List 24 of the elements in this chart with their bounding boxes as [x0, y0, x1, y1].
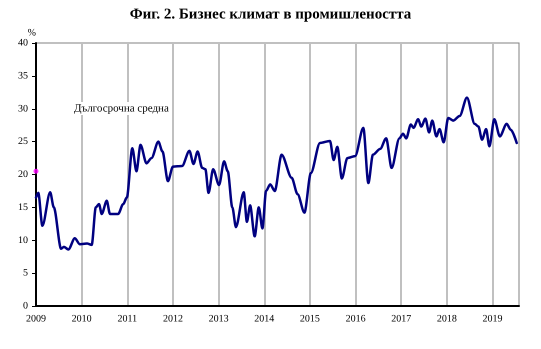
- x-tick-label: 2016: [346, 314, 366, 324]
- y-tick-label: 0: [23, 300, 28, 312]
- x-tick-label: 2014: [254, 314, 274, 324]
- x-tick-label: 2010: [72, 314, 92, 324]
- y-tick-label: 25: [18, 136, 28, 148]
- line-series: [34, 96, 518, 251]
- y-tick-label: 5: [23, 268, 28, 279]
- x-tick-label: 2012: [162, 314, 183, 324]
- y-tick-label: 15: [18, 202, 28, 213]
- y-tick-label: 20: [18, 169, 28, 180]
- y-tick-label: 10: [18, 234, 28, 246]
- x-tick-label: 2011: [117, 314, 138, 324]
- y-tick-label: 40: [18, 38, 28, 48]
- x-tick-label: 2019: [482, 314, 503, 324]
- x-tick-label: 2017: [391, 314, 412, 324]
- chart-title: Фиг. 2. Бизнес климат в промишлеността: [130, 6, 412, 22]
- x-tick-label: 2013: [208, 314, 229, 324]
- annotation: Дългосрочна средна: [74, 102, 169, 114]
- x-tick-label: 2015: [300, 314, 320, 324]
- y-tick-label: 35: [18, 70, 28, 82]
- x-tick-label: 2009: [26, 314, 46, 324]
- x-tick-label: 2018: [436, 314, 457, 324]
- y-axis-title: %: [28, 28, 36, 39]
- y-tick-label: 30: [18, 103, 28, 114]
